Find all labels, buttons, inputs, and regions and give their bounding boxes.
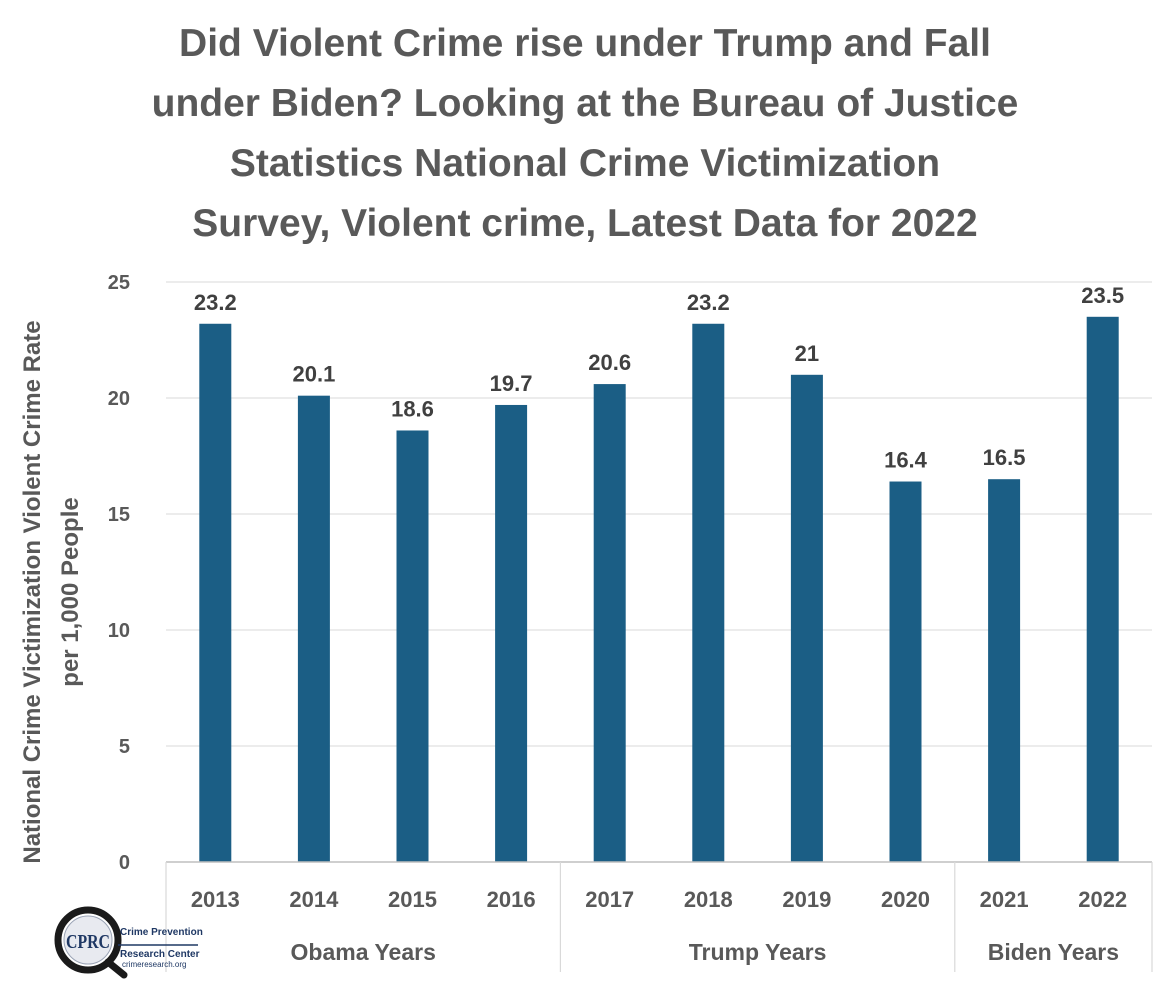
- y-tick-label: 0: [119, 852, 130, 874]
- y-axis-ticks: 0 5 10 15 20 25: [108, 272, 130, 874]
- x-axis: 2013 2014 2015 2016 2017 2018 2019 2020 2021 2022…: [165, 861, 1153, 972]
- data-label-2018: 23.2: [687, 290, 730, 315]
- bar-2021: [988, 479, 1021, 862]
- logo-url: crimeresearch.org: [122, 960, 186, 969]
- cprc-logo: CPRC Crime Prevention Research Center cr…: [54, 906, 203, 979]
- bar-2013: [199, 323, 232, 862]
- y-tick-label: 5: [119, 736, 130, 758]
- magnifier-lens: [63, 915, 113, 965]
- x-tick-label-2021: 2021: [980, 887, 1029, 912]
- logo-name-line-2: Research Center: [120, 949, 200, 960]
- title-line-1: Did Violent Crime rise under Trump and F…: [179, 22, 991, 65]
- x-tick-label-2019: 2019: [782, 887, 831, 912]
- bar-2020: [889, 481, 922, 862]
- bar-2014: [297, 395, 330, 862]
- bar-2017: [593, 384, 626, 862]
- data-label-2020: 16.4: [884, 448, 928, 473]
- magnifier-handle: [104, 958, 128, 979]
- data-labels: 23.2 20.1 18.6 19.7 20.6 23.2 21 16.4 16.5 23.5: [194, 283, 1124, 473]
- x-tick-label-2014: 2014: [289, 887, 339, 912]
- logo-initials: CPRC: [66, 931, 110, 953]
- chart-title: Did Violent Crime rise under Trump and F…: [60, 14, 1110, 254]
- y-tick-label: 10: [108, 620, 130, 642]
- title-line-3: Statistics National Crime Victimization: [229, 142, 941, 185]
- y-axis-label-line-1: National Crime Victimization Violent Cri…: [19, 320, 46, 863]
- x-tick-label-2018: 2018: [684, 887, 733, 912]
- logo-name-line-1: Crime Prevention: [120, 927, 203, 938]
- bar-2019: [790, 374, 823, 862]
- x-tick-label-2013: 2013: [191, 887, 240, 912]
- group-label-1: Trump Years: [689, 939, 827, 965]
- data-label-2021: 16.5: [983, 445, 1026, 470]
- x-tick-label-2016: 2016: [487, 887, 536, 912]
- data-label-2014: 20.1: [292, 362, 335, 387]
- y-axis-label-line-2: per 1,000 People: [57, 497, 84, 686]
- x-tick-label-2017: 2017: [585, 887, 634, 912]
- data-label-2022: 23.5: [1081, 283, 1124, 308]
- bars: [199, 316, 1119, 862]
- group-label-2: Biden Years: [988, 939, 1119, 965]
- data-label-2019: 21: [795, 341, 819, 366]
- title-line-4: Survey, Violent crime, Latest Data for 2…: [192, 202, 978, 245]
- x-tick-label-2020: 2020: [881, 887, 930, 912]
- y-tick-label: 25: [108, 272, 130, 294]
- data-label-2015: 18.6: [391, 396, 434, 421]
- y-tick-label: 15: [108, 504, 130, 526]
- bar-2015: [396, 430, 429, 862]
- data-label-2017: 20.6: [588, 350, 631, 375]
- group-label-0: Obama Years: [291, 939, 436, 965]
- bar-2016: [495, 404, 528, 862]
- y-tick-label: 20: [108, 388, 130, 410]
- x-tick-label-2022: 2022: [1078, 887, 1127, 912]
- bar-2018: [692, 323, 725, 862]
- title-line-2: under Biden? Looking at the Bureau of Ju…: [151, 82, 1019, 125]
- x-tick-label-2015: 2015: [388, 887, 437, 912]
- data-label-2016: 19.7: [490, 371, 533, 396]
- data-label-2013: 23.2: [194, 290, 237, 315]
- bar-2022: [1086, 316, 1119, 862]
